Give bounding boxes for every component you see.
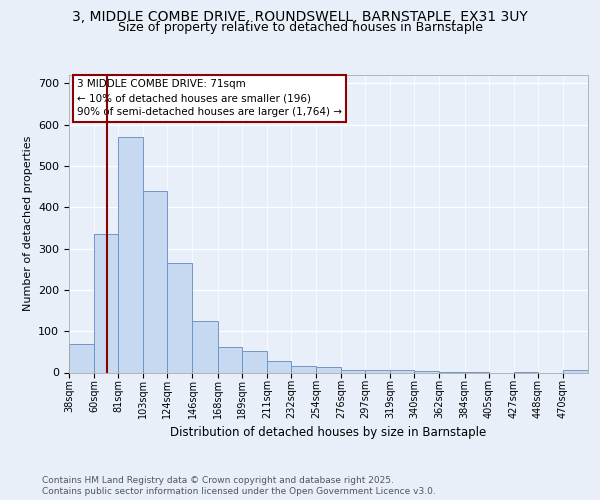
Bar	[365, 370, 390, 372]
Bar	[390, 370, 414, 372]
Bar	[143, 190, 167, 372]
Text: Contains public sector information licensed under the Open Government Licence v3: Contains public sector information licen…	[42, 488, 436, 496]
Bar	[267, 361, 291, 372]
Bar	[563, 370, 588, 372]
Bar	[341, 370, 365, 372]
Bar	[218, 347, 242, 372]
Bar	[291, 366, 316, 372]
Bar	[193, 321, 218, 372]
Text: 3 MIDDLE COMBE DRIVE: 71sqm
← 10% of detached houses are smaller (196)
90% of se: 3 MIDDLE COMBE DRIVE: 71sqm ← 10% of det…	[77, 80, 342, 118]
Y-axis label: Number of detached properties: Number of detached properties	[23, 136, 32, 312]
Text: Size of property relative to detached houses in Barnstaple: Size of property relative to detached ho…	[118, 22, 482, 35]
Bar	[69, 344, 94, 372]
Text: Contains HM Land Registry data © Crown copyright and database right 2025.: Contains HM Land Registry data © Crown c…	[42, 476, 394, 485]
Bar	[242, 351, 267, 372]
X-axis label: Distribution of detached houses by size in Barnstaple: Distribution of detached houses by size …	[170, 426, 487, 440]
Text: 3, MIDDLE COMBE DRIVE, ROUNDSWELL, BARNSTAPLE, EX31 3UY: 3, MIDDLE COMBE DRIVE, ROUNDSWELL, BARNS…	[72, 10, 528, 24]
Bar	[167, 263, 193, 372]
Bar	[316, 366, 341, 372]
Bar	[118, 137, 143, 372]
Bar	[94, 234, 118, 372]
